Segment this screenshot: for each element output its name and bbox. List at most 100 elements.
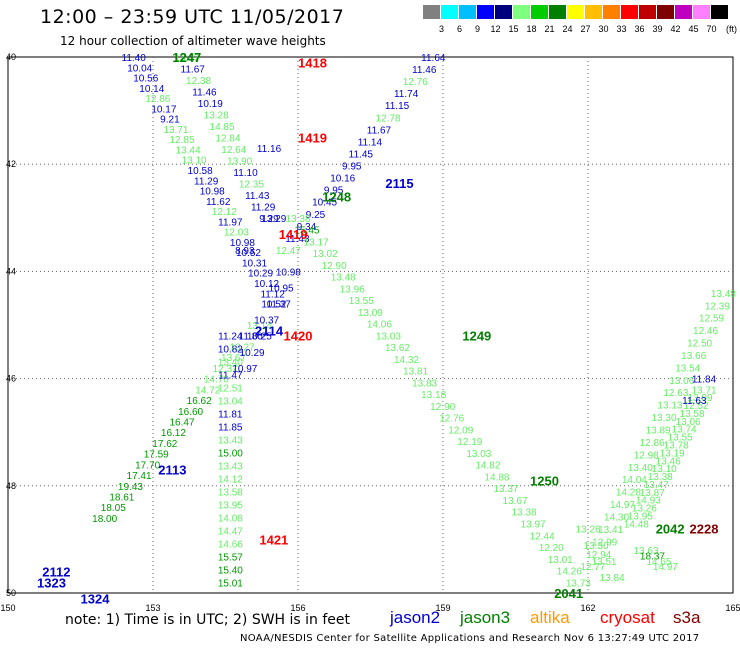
wave-height-value: 15.01	[218, 578, 243, 589]
wave-height-value: 12.77	[580, 562, 605, 573]
lat-lon-grid	[7, 56, 734, 594]
wave-height-value: 9.21	[160, 115, 180, 126]
wave-height-value: 13.38	[512, 508, 537, 519]
wave-height-value: 17.59	[144, 450, 169, 461]
wave-height-value: 14.12	[218, 474, 243, 485]
wave-height-value: 13.03	[174, 53, 199, 64]
wave-height-value: 13.03	[466, 449, 491, 460]
wave-height-value: 13.44	[176, 145, 201, 156]
wave-height-value: 11.46	[412, 65, 437, 76]
legend-label: 6	[456, 24, 462, 34]
wave-height-value: 12.85	[169, 135, 194, 146]
wave-height-value: 10.95	[269, 283, 294, 294]
wave-height-value: 11.45	[349, 149, 374, 160]
altimeter-tracks: 11.4010.0410.5610.1412.8610.179.2113.711…	[92, 53, 736, 589]
legend-swatch	[459, 5, 476, 19]
wave-height-value: 10.98	[276, 267, 301, 278]
wave-height-value: 13.95	[218, 500, 243, 511]
wave-height-value: 14.04	[622, 475, 647, 486]
wave-height-value: 11.74	[394, 89, 419, 100]
wave-height-value: 9.95	[342, 162, 362, 173]
wave-height-value: 13.10	[652, 464, 677, 475]
wave-height-value: 13.04	[218, 397, 243, 408]
wave-height-value: 11.16	[257, 144, 282, 155]
wave-height-value: 11.97	[218, 217, 243, 228]
wave-height-value: 12.19	[457, 437, 482, 448]
wave-height-value: 12.76	[439, 414, 464, 425]
legend-label: 3	[438, 24, 444, 34]
wave-height-value: 13.96	[340, 284, 365, 295]
wave-height-value: 13.01	[548, 555, 573, 566]
wave-height-value: 13.71	[163, 125, 188, 136]
wave-height-value: 11.46	[192, 87, 217, 98]
pass-time-label: 1249	[462, 329, 491, 344]
wave-height-value: 13.02	[313, 249, 338, 260]
wave-height-value: 12.84	[215, 133, 240, 144]
wave-height-value: 13.06	[676, 417, 701, 428]
legend-swatch	[603, 5, 620, 19]
wave-height-value: 11.10	[233, 168, 258, 179]
legend-label: 24	[562, 24, 573, 34]
legend-swatch	[657, 5, 674, 19]
wave-height-value: 12.63	[663, 388, 688, 399]
wave-height-value: 13.78	[664, 440, 689, 451]
legend-label: 27	[580, 24, 591, 34]
wave-height-value: 14.97	[610, 500, 635, 511]
legend-label: 9	[474, 24, 480, 34]
wave-height-value: 13.28	[204, 110, 229, 121]
page-subtitle: 12 hour collection of altimeter wave hei…	[60, 34, 326, 48]
legend-swatch	[621, 5, 638, 19]
wave-height-value: 12.37	[212, 364, 237, 375]
pass-time-label: 2114	[255, 323, 284, 338]
wave-height-value: 12.03	[224, 228, 249, 239]
wave-height-value: 14.88	[484, 472, 509, 483]
wave-height-value: 14.30	[604, 512, 629, 523]
lon-tick-label: 153	[145, 603, 160, 613]
lat-tick-label: 42	[6, 159, 16, 169]
wave-height-value: 13.89	[646, 426, 671, 437]
legend-label: 39	[652, 24, 663, 34]
wave-height-value: 13.55	[668, 433, 693, 444]
wave-height-value: 10.19	[198, 99, 223, 110]
pass-time-label: 1419	[279, 227, 308, 242]
legend-altika: altika	[530, 608, 570, 627]
legend-label: 42	[670, 24, 681, 34]
wave-height-value: 13.19	[660, 448, 685, 459]
legend-swatch	[549, 5, 566, 19]
wave-height-value: 10.98	[230, 238, 255, 249]
wave-height-value: 13.38	[648, 472, 673, 483]
wave-height-value: 11.81	[218, 410, 243, 421]
wave-height-value: 12.90	[322, 261, 347, 272]
wave-height-value: 10.98	[200, 187, 225, 198]
wave-height-value: 14.72	[195, 385, 220, 396]
wave-height-value: 11.85	[218, 423, 243, 434]
wave-height-value: 13.51	[592, 557, 617, 568]
legend-label: 21	[544, 24, 555, 34]
wave-height-value: 12.98	[634, 450, 659, 461]
legend-label: 15	[508, 24, 519, 34]
wave-height-value: 12.39	[705, 301, 730, 312]
wave-height-value: 11.43	[285, 234, 310, 245]
wave-height-value: 12.52	[684, 401, 709, 412]
wave-height-value: 13.58	[680, 409, 705, 420]
wave-height-value: 13.10	[182, 156, 207, 167]
wave-height-value: 13.18	[421, 390, 446, 401]
wave-height-value: 13.26	[632, 504, 657, 515]
wave-height-value: 10.82	[218, 345, 243, 356]
wave-height-value: 13.58	[218, 487, 243, 498]
wave-height-value: 10.17	[151, 104, 176, 115]
legend-swatch	[477, 5, 494, 19]
pass-time-label: 2042	[656, 522, 685, 537]
wave-height-value: 12.38	[186, 76, 211, 87]
wave-height-value: 16.60	[178, 407, 203, 418]
wave-height-value: 11.80	[239, 332, 264, 343]
wave-height-value: 13.03	[376, 331, 401, 342]
pass-time-label: 1248	[322, 189, 351, 204]
legend-unit: (ft)	[726, 24, 737, 34]
pass-time-label: 2112	[42, 565, 70, 580]
wave-height-value: 13.84	[600, 573, 625, 584]
pass-time-label: 2228	[690, 522, 719, 537]
wave-height-value: 12.86	[145, 94, 170, 105]
wave-height-value: 10.25	[247, 332, 272, 343]
